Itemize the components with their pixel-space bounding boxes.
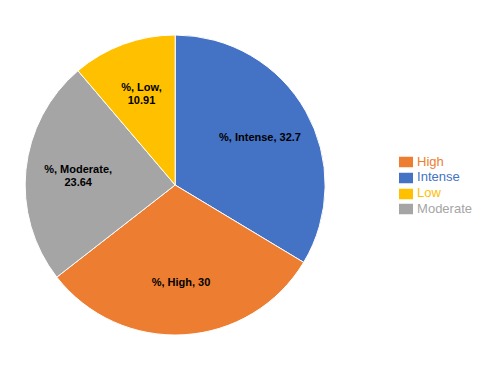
svg-text:%, Moderate,23.64: %, Moderate,23.64	[44, 163, 112, 188]
html-text:Intense: Intense	[417, 169, 460, 185]
html-text:Low: Low	[417, 185, 441, 200]
html-text:Moderate: Moderate	[417, 200, 472, 216]
svg-text:%, Intense, 32.7: %, Intense, 32.7	[219, 131, 301, 143]
svg-text:%, High, 30: %, High, 30	[152, 276, 211, 288]
html-text:High: High	[417, 153, 444, 169]
svg-text:%, Low,10.91: %, Low,10.91	[121, 81, 162, 106]
